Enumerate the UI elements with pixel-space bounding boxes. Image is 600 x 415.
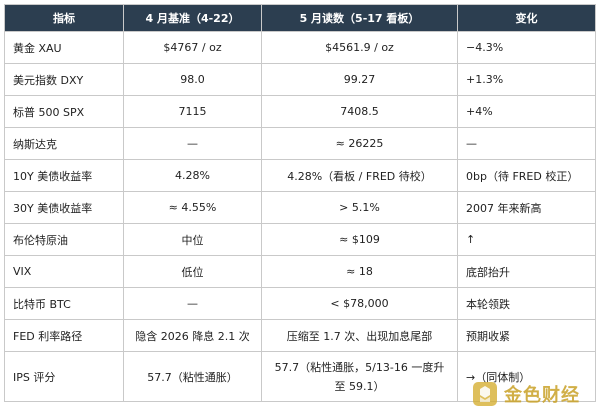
table-row: 10Y 美债收益率 4.28% 4.28%（看板 / FRED 待校） 0bp（… [4,159,596,192]
cell-baseline: 4.28% [123,159,262,192]
table-row: 标普 500 SPX 7115 7408.5 +4% [4,95,596,128]
cell-reading: ≈ 26225 [261,127,458,160]
cell-reading: ≈ $109 [261,223,458,256]
cell-change: 预期收紧 [457,319,596,352]
cell-indicator: 比特币 BTC [4,287,124,320]
table-row: VIX 低位 ≈ 18 底部抬升 [4,255,596,288]
cell-baseline: — [123,287,262,320]
jinse-logo-icon [473,382,497,406]
cell-baseline: 7115 [123,95,262,128]
cell-indicator: FED 利率路径 [4,319,124,352]
table-body: 黄金 XAU $4767 / oz $4561.9 / oz −4.3% 美元指… [4,31,596,402]
cell-reading: $4561.9 / oz [261,31,458,64]
cell-change: −4.3% [457,31,596,64]
cell-indicator: 30Y 美债收益率 [4,191,124,224]
cell-indicator: 10Y 美债收益率 [4,159,124,192]
cell-baseline: 57.7（粘性通胀） [123,351,262,402]
cell-change: 0bp（待 FRED 校正） [457,159,596,192]
cell-change: — [457,127,596,160]
cell-indicator: 美元指数 DXY [4,63,124,96]
table-row: 30Y 美债收益率 ≈ 4.55% > 5.1% 2007 年来新高 [4,191,596,224]
cell-baseline: ≈ 4.55% [123,191,262,224]
table-row: 黄金 XAU $4767 / oz $4561.9 / oz −4.3% [4,31,596,64]
table-row: 美元指数 DXY 98.0 99.27 +1.3% [4,63,596,96]
header-row: 指标 4 月基准（4-22） 5 月读数（5-17 看板） 变化 [4,4,596,32]
header-change: 变化 [457,4,596,32]
header-may-reading: 5 月读数（5-17 看板） [261,4,458,32]
cell-indicator: 纳斯达克 [4,127,124,160]
cell-indicator: 布伦特原油 [4,223,124,256]
cell-change: +4% [457,95,596,128]
cell-change: +1.3% [457,63,596,96]
cell-reading: < $78,000 [261,287,458,320]
table-header: 指标 4 月基准（4-22） 5 月读数（5-17 看板） 变化 [4,4,596,32]
table-row: 纳斯达克 — ≈ 26225 — [4,127,596,160]
cell-reading: 压缩至 1.7 次、出现加息尾部 [261,319,458,352]
cell-indicator: IPS 评分 [4,351,124,402]
cell-baseline: $4767 / oz [123,31,262,64]
cell-reading: 4.28%（看板 / FRED 待校） [261,159,458,192]
header-april-baseline: 4 月基准（4-22） [123,4,262,32]
cell-baseline: 隐含 2026 降息 2.1 次 [123,319,262,352]
cell-indicator: 黄金 XAU [4,31,124,64]
watermark-text: 金色财经 [504,385,580,406]
cell-change: 2007 年来新高 [457,191,596,224]
cell-indicator: VIX [4,255,124,288]
cell-change: 底部抬升 [457,255,596,288]
cell-baseline: 低位 [123,255,262,288]
cell-baseline: 中位 [123,223,262,256]
header-indicator: 指标 [4,4,124,32]
cell-reading: 7408.5 [261,95,458,128]
cell-reading: 57.7（粘性通胀，5/13-16 一度升至 59.1） [261,351,458,402]
cell-baseline: — [123,127,262,160]
market-comparison-table: 指标 4 月基准（4-22） 5 月读数（5-17 看板） 变化 黄金 XAU … [4,4,596,402]
cell-reading: > 5.1% [261,191,458,224]
table-row: 比特币 BTC — < $78,000 本轮领跌 [4,287,596,320]
cell-baseline: 98.0 [123,63,262,96]
table-row: 布伦特原油 中位 ≈ $109 ↑ [4,223,596,256]
cell-reading: 99.27 [261,63,458,96]
cell-change: 本轮领跌 [457,287,596,320]
watermark: 金色财经 [472,379,597,409]
cell-reading: ≈ 18 [261,255,458,288]
cell-change: ↑ [457,223,596,256]
table-row: FED 利率路径 隐含 2026 降息 2.1 次 压缩至 1.7 次、出现加息… [4,319,596,352]
cell-indicator: 标普 500 SPX [4,95,124,128]
